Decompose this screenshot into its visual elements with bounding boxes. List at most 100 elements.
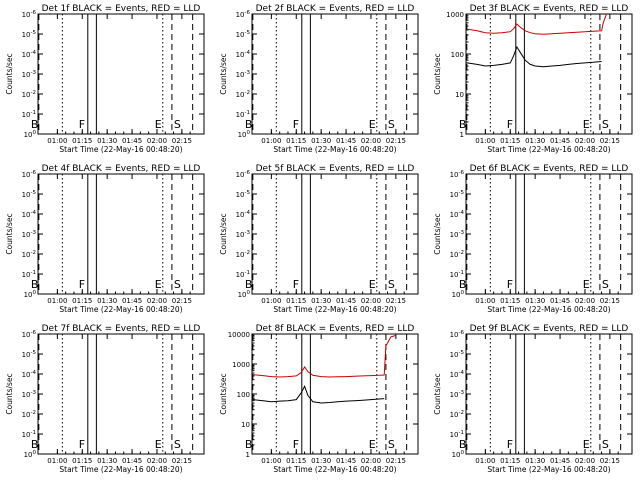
plot-frame — [465, 333, 633, 455]
plot-frame — [37, 333, 205, 455]
x-tick-label: 01:00 — [261, 457, 281, 465]
panel-title: Det 6f BLACK = Events, RED = LLD — [470, 164, 629, 174]
y-tick-label: 100 — [238, 290, 251, 299]
plot-frame — [465, 173, 633, 295]
x-tick-label: 01:45 — [336, 457, 356, 465]
marker-label-f: F — [79, 118, 85, 131]
marker-label-b: B — [459, 438, 467, 451]
x-tick-label: 01:45 — [336, 297, 356, 305]
x-tick-label: 01:30 — [97, 457, 117, 465]
marker-label-e: E — [155, 438, 162, 451]
x-tick-label: 01:00 — [475, 457, 495, 465]
marker-label-f: F — [293, 438, 299, 451]
y-tick-label: 10-4 — [450, 370, 465, 379]
y-tick-label: 10-5 — [22, 190, 37, 199]
x-tick-label: 02:15 — [386, 457, 406, 465]
marker-label-f: F — [507, 118, 513, 131]
marker-label-e: E — [369, 438, 376, 451]
x-tick-label: 01:15 — [500, 457, 520, 465]
x-tick-label: 01:45 — [336, 137, 356, 145]
plot-frame — [251, 13, 419, 135]
x-tick-label: 01:00 — [261, 137, 281, 145]
marker-label-b: B — [459, 118, 467, 131]
x-axis-label: Start Time (22-May-16 00:48:20) — [59, 305, 182, 314]
marker-label-f: F — [507, 438, 513, 451]
marker-label-b: B — [31, 118, 39, 131]
panel-det-3: Det 3f BLACK = Events, RED = LLD 1 10 100 10… — [433, 4, 633, 154]
y-axis-label: Counts/sec — [5, 373, 14, 414]
y-tick-label: 10-1 — [450, 270, 464, 279]
marker-label-f: F — [293, 278, 299, 291]
x-axis-label: Start Time (22-May-16 00:48:20) — [487, 305, 610, 314]
y-tick-label: 10-3 — [22, 230, 37, 239]
marker-label-e: E — [155, 278, 162, 291]
y-tick-label: 1 — [246, 451, 250, 459]
x-axis-label: Start Time (22-May-16 00:48:20) — [487, 145, 610, 154]
y-tick-label: 10 — [241, 421, 250, 429]
y-tick-label: 10-5 — [22, 30, 37, 39]
x-tick-label: 02:00 — [361, 457, 381, 465]
y-tick-label: 10-1 — [22, 110, 36, 119]
plot-frame — [251, 173, 419, 295]
x-tick-label: 02:15 — [600, 457, 620, 465]
x-tick-label: 01:00 — [47, 297, 67, 305]
y-tick-label: 10-2 — [236, 250, 250, 259]
marker-label-s: S — [174, 278, 181, 291]
x-tick-label: 01:30 — [311, 137, 331, 145]
x-tick-label: 01:30 — [311, 457, 331, 465]
marker-label-b: B — [31, 438, 39, 451]
y-axis-label: Counts/sec — [433, 373, 442, 414]
marker-label-s: S — [174, 118, 181, 131]
panel-title: Det 3f BLACK = Events, RED = LLD — [470, 4, 629, 14]
marker-label-b: B — [459, 278, 467, 291]
x-tick-label: 01:15 — [500, 297, 520, 305]
y-axis-label: Counts/sec — [219, 373, 228, 414]
y-tick-label: 10-3 — [236, 230, 251, 239]
x-tick-label: 01:15 — [72, 457, 92, 465]
y-tick-label: 10-2 — [22, 410, 36, 419]
marker-label-s: S — [602, 438, 609, 451]
series-line-events — [253, 385, 385, 404]
panel-det-2: Det 2f BLACK = Events, RED = LLD 100 10-1 1… — [219, 4, 419, 154]
y-tick-label: 10000 — [228, 331, 250, 339]
x-tick-label: 01:15 — [72, 297, 92, 305]
y-tick-label: 10-6 — [22, 170, 37, 179]
x-tick-label: 01:00 — [475, 297, 495, 305]
x-tick-label: 02:15 — [600, 137, 620, 145]
panel-det-5: Det 5f BLACK = Events, RED = LLD 100 10-1 1… — [219, 164, 419, 314]
y-tick-label: 100 — [24, 290, 37, 299]
y-tick-label: 10-2 — [450, 250, 464, 259]
x-tick-label: 02:00 — [147, 137, 167, 145]
y-tick-label: 10-5 — [236, 30, 251, 39]
x-tick-label: 01:45 — [550, 137, 570, 145]
y-tick-label: 1000 — [232, 361, 250, 369]
y-axis-label: Counts/sec — [5, 53, 14, 94]
marker-label-s: S — [388, 278, 395, 291]
marker-label-s: S — [388, 118, 395, 131]
x-tick-label: 01:15 — [286, 297, 306, 305]
series-line-events — [467, 45, 602, 68]
y-tick-label: 10-6 — [450, 170, 465, 179]
y-tick-label: 100 — [452, 290, 465, 299]
y-tick-label: 10-1 — [450, 430, 464, 439]
y-tick-label: 100 — [238, 130, 251, 139]
marker-label-f: F — [79, 438, 85, 451]
x-tick-label: 02:15 — [386, 297, 406, 305]
y-tick-label: 10-2 — [236, 90, 250, 99]
x-tick-label: 02:00 — [147, 297, 167, 305]
plot-frame — [251, 333, 419, 455]
y-tick-label: 10-6 — [450, 330, 465, 339]
marker-label-b: B — [245, 278, 253, 291]
panel-title: Det 5f BLACK = Events, RED = LLD — [256, 164, 415, 174]
x-tick-label: 01:30 — [525, 137, 545, 145]
x-tick-label: 01:45 — [550, 457, 570, 465]
y-tick-label: 100 — [24, 450, 37, 459]
y-axis-label: Counts/sec — [219, 53, 228, 94]
x-tick-label: 01:15 — [286, 137, 306, 145]
x-tick-label: 01:45 — [122, 137, 142, 145]
x-tick-label: 01:00 — [47, 457, 67, 465]
x-axis-label: Start Time (22-May-16 00:48:20) — [273, 305, 396, 314]
x-tick-label: 01:00 — [261, 297, 281, 305]
marker-label-b: B — [31, 278, 39, 291]
